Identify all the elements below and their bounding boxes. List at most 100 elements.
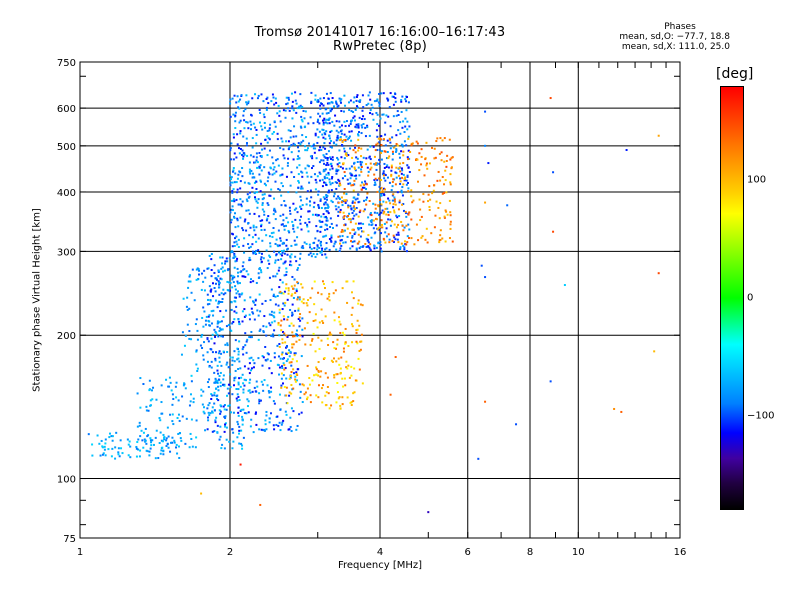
echo-point — [231, 276, 234, 279]
echo-point — [399, 162, 402, 165]
echo-point — [319, 220, 322, 223]
echo-point — [285, 377, 288, 380]
echo-point — [366, 192, 369, 195]
echo-point — [161, 446, 164, 449]
echo-point — [237, 395, 240, 398]
echo-point — [282, 292, 285, 295]
echo-point — [171, 403, 174, 406]
echo-point — [314, 188, 317, 191]
echo-point — [232, 113, 235, 116]
echo-point — [245, 142, 248, 145]
echo-point — [186, 296, 189, 299]
echo-point — [272, 96, 275, 99]
echo-point — [354, 222, 357, 225]
echo-point — [369, 109, 372, 112]
echo-point — [328, 178, 331, 181]
echo-point — [378, 148, 381, 151]
echo-point — [271, 321, 274, 324]
echo-point — [268, 173, 271, 176]
echo-point — [322, 104, 325, 107]
echo-point — [339, 165, 342, 168]
echo-point — [347, 204, 350, 207]
echo-point — [202, 325, 205, 328]
echo-point — [299, 125, 302, 128]
echo-point — [422, 193, 425, 196]
echo-point — [420, 163, 423, 166]
echo-point — [402, 120, 405, 123]
echo-point — [186, 308, 189, 311]
echo-point — [309, 155, 312, 158]
echo-point — [342, 241, 345, 244]
echo-point — [206, 360, 209, 363]
echo-point — [304, 391, 307, 394]
echo-point — [380, 192, 383, 195]
echo-point — [348, 167, 351, 170]
echo-point — [295, 260, 298, 263]
echo-point — [210, 360, 213, 363]
echo-point — [205, 315, 208, 318]
echo-point — [353, 115, 356, 118]
echo-point — [227, 289, 230, 292]
echo-point — [441, 237, 444, 240]
echo-point — [427, 200, 430, 203]
echo-point — [327, 191, 330, 194]
echo-point — [380, 186, 383, 189]
echo-point — [386, 176, 389, 179]
echo-point — [337, 131, 340, 134]
echo-point — [218, 375, 221, 378]
echo-point — [246, 405, 249, 408]
echo-point — [239, 187, 242, 190]
echo-point — [210, 337, 213, 340]
echo-point — [449, 220, 452, 223]
echo-point — [283, 290, 286, 293]
echo-point — [389, 141, 392, 144]
echo-point — [262, 389, 265, 392]
echo-point — [310, 145, 313, 148]
echo-point — [331, 167, 334, 170]
echo-point — [259, 328, 262, 331]
echo-point — [213, 430, 216, 433]
echo-point — [325, 118, 328, 121]
echo-point — [310, 102, 313, 105]
echo-point — [326, 224, 329, 227]
echo-point — [333, 242, 336, 245]
echo-point — [231, 205, 234, 208]
echo-point — [380, 194, 383, 197]
echo-point — [251, 311, 254, 314]
echo-point — [251, 176, 254, 179]
echo-point — [386, 207, 389, 210]
echo-point — [389, 125, 392, 128]
echo-point — [241, 419, 244, 422]
echo-point — [322, 97, 325, 100]
echo-point — [242, 391, 245, 394]
echo-point — [358, 240, 361, 243]
echo-point — [410, 218, 413, 221]
phases-title: Phases — [664, 22, 696, 32]
echo-point — [298, 263, 301, 266]
echo-point — [276, 272, 279, 275]
echo-point — [326, 102, 329, 105]
echo-point — [249, 336, 252, 339]
echo-point — [284, 109, 287, 112]
echo-point — [188, 337, 191, 340]
echo-point — [552, 230, 555, 233]
echo-point — [305, 242, 308, 245]
echo-point — [335, 103, 338, 106]
echo-point — [299, 195, 302, 198]
echo-point — [369, 243, 372, 246]
echo-point — [406, 241, 409, 244]
echo-point — [245, 229, 248, 232]
echo-point — [389, 147, 392, 150]
echo-point — [373, 173, 376, 176]
echo-point — [301, 105, 304, 108]
echo-point — [385, 114, 388, 117]
echo-point — [304, 149, 307, 152]
echo-point — [393, 196, 396, 199]
echo-point — [248, 168, 251, 171]
echo-point — [222, 378, 225, 381]
echo-point — [300, 170, 303, 173]
echo-point — [217, 321, 220, 324]
echo-point — [270, 232, 273, 235]
echo-point — [297, 296, 300, 299]
echo-point — [249, 154, 252, 157]
